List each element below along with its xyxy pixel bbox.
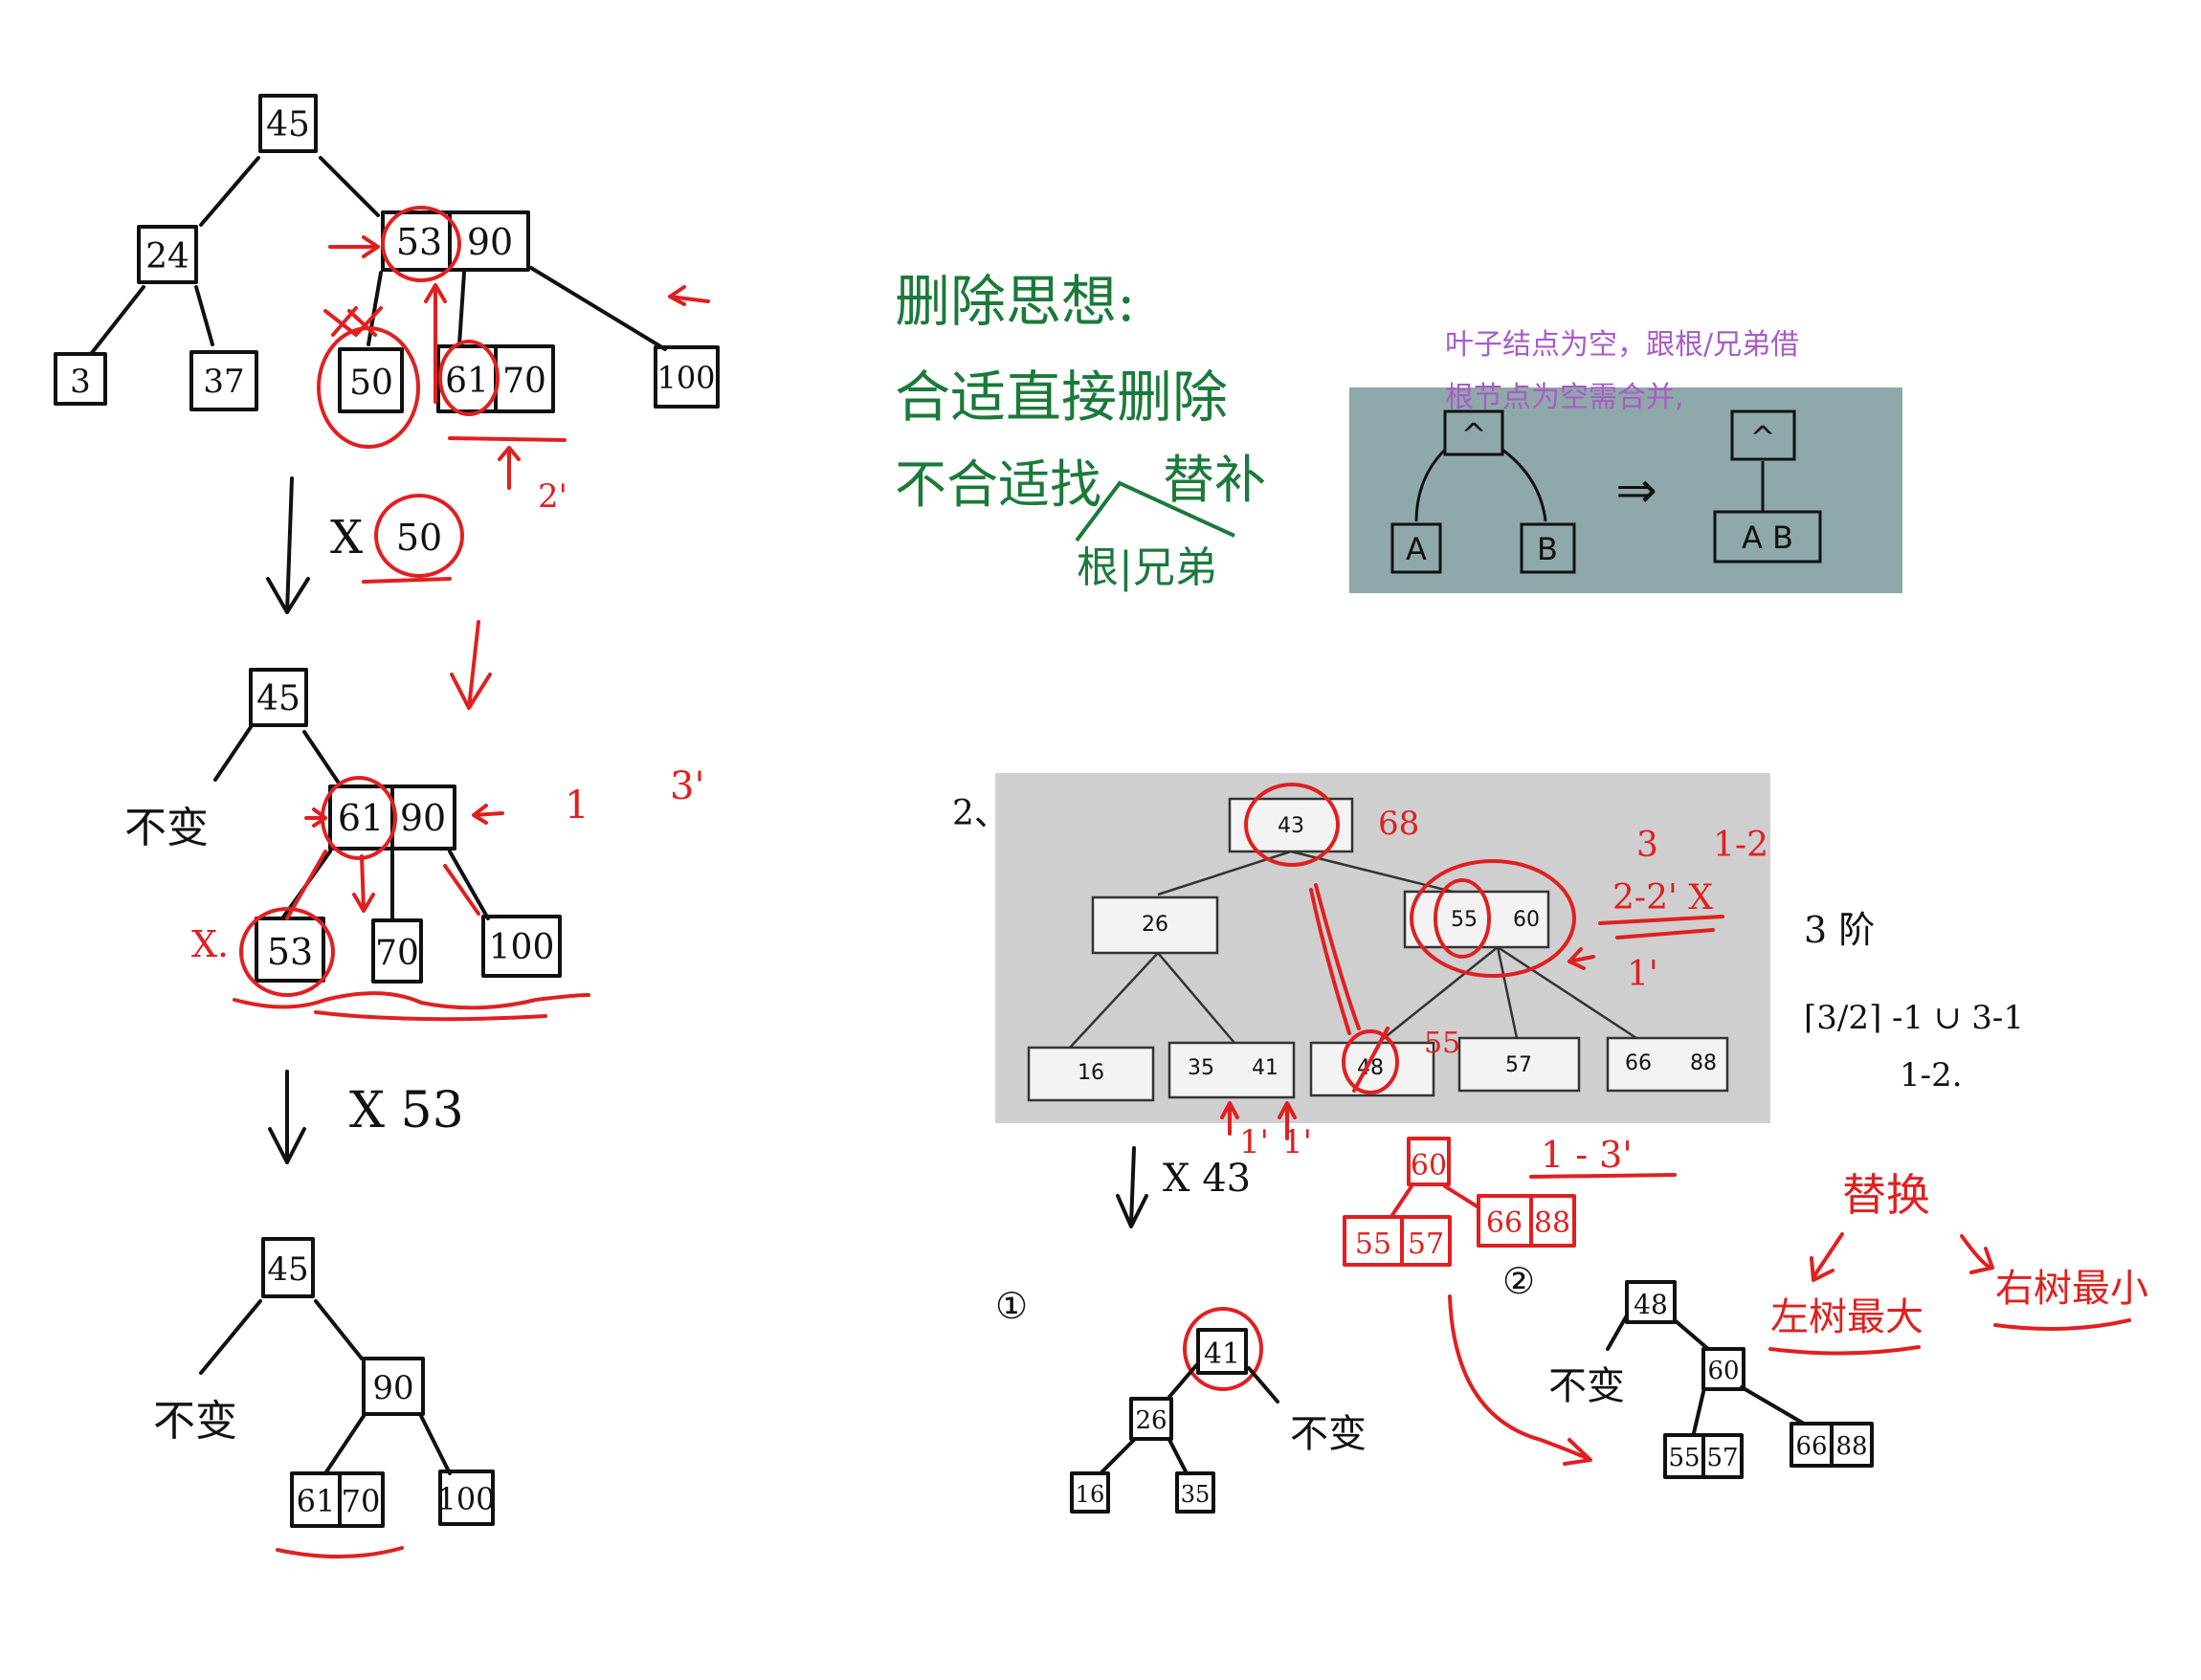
tree-2: 45 不变 61 90 53 70 100 X. 1 3' bbox=[124, 668, 704, 1022]
merge-top-2: ^ bbox=[1750, 419, 1776, 455]
notes-line2: 不合适找 bbox=[895, 454, 1101, 515]
step1-op: X bbox=[330, 511, 363, 564]
bottom-p2: 1' bbox=[1282, 1123, 1312, 1161]
notes-title: 删除思想: bbox=[895, 269, 1136, 334]
t1-ll: 3 bbox=[70, 363, 91, 401]
merge-top-1: ^ bbox=[1461, 416, 1487, 453]
t3-r: 90 bbox=[372, 1369, 413, 1407]
book-r2: 60 bbox=[1513, 908, 1540, 932]
t3-root: 45 bbox=[267, 1250, 308, 1289]
right-min: 右树最小 bbox=[1995, 1267, 2148, 1311]
t1-r1: 53 bbox=[396, 221, 442, 263]
merge-photo: 根节点为空需合并, ^ A B ⇒ ^ A B bbox=[1349, 381, 1902, 593]
book-r1: 55 bbox=[1451, 908, 1478, 932]
case-1: ① bbox=[995, 1285, 1028, 1327]
tree-1: 45 24 53 90 3 37 50 61 70 100 2' bbox=[54, 94, 720, 516]
bottom-op: X 43 bbox=[1163, 1157, 1251, 1201]
t2-a: 53 bbox=[267, 931, 313, 973]
t1-rr: 100 bbox=[656, 360, 715, 396]
merge-ab: A B bbox=[1742, 519, 1793, 556]
t1-note: 2' bbox=[538, 477, 567, 516]
merge-arrow: ⇒ bbox=[1615, 462, 1657, 519]
c2-side: 不变 bbox=[1548, 1364, 1625, 1408]
book-leaf-4: 57 bbox=[1505, 1053, 1532, 1077]
side-note: 3 阶 ⌈3/2⌉ -1 ∪ 3-1 1-2. bbox=[1804, 909, 2024, 1094]
c1-root: 41 bbox=[1204, 1337, 1240, 1371]
book-leaf-5: 66 bbox=[1625, 1051, 1652, 1075]
deletion-notes: 删除思想: 合适直接删除 不合适找 替补 根|兄弟 bbox=[895, 269, 1266, 592]
replace-title: 替换 bbox=[1842, 1169, 1930, 1221]
step-2: X 53 bbox=[268, 1070, 464, 1164]
case-2: ② bbox=[1502, 1260, 1535, 1302]
bottom-section: X 43 1' 1' 60 55 57 66 88 1 - 3' ① ② 41 … bbox=[995, 1123, 2148, 1514]
sub-r: 57 bbox=[1408, 1227, 1444, 1261]
t2-r1: 61 bbox=[338, 797, 384, 839]
book-n12: 1-2 bbox=[1713, 826, 1768, 865]
t3-a2: 70 bbox=[342, 1483, 381, 1519]
c2-a1: 55 bbox=[1668, 1444, 1700, 1472]
book-leaf-0: 16 bbox=[1078, 1061, 1104, 1085]
step-1: X 50 bbox=[266, 476, 492, 710]
c1-side: 不变 bbox=[1290, 1412, 1367, 1456]
t3-a1: 61 bbox=[297, 1483, 336, 1519]
book-n3: 3 bbox=[1636, 826, 1658, 865]
sub-rr2: 88 bbox=[1534, 1206, 1570, 1240]
c1-lr: 35 bbox=[1181, 1481, 1211, 1508]
t2-c: 100 bbox=[489, 928, 555, 967]
t1-r2: 90 bbox=[467, 221, 513, 263]
book-n22: 2-2' X bbox=[1612, 878, 1713, 917]
book-red-root-note: 68 bbox=[1378, 805, 1419, 843]
book-red-48-note: 55 bbox=[1424, 1027, 1460, 1060]
sub-rr1: 66 bbox=[1486, 1206, 1523, 1240]
notes-line3: 根|兄弟 bbox=[1077, 543, 1217, 592]
book-photo: 2、 43 26 55 60 16 35 41 48 57 66 88 68 bbox=[952, 773, 1770, 1140]
t2-n1: 1 bbox=[565, 784, 589, 828]
notes-line1: 合适直接删除 bbox=[895, 365, 1228, 430]
c1-ll: 16 bbox=[1076, 1481, 1105, 1508]
book-left: 26 bbox=[1142, 913, 1168, 937]
t2-n2: 3' bbox=[670, 764, 704, 808]
step1-val: 50 bbox=[396, 517, 442, 559]
side-formula: ⌈3/2⌉ -1 ∪ 3-1 bbox=[1804, 999, 2024, 1037]
side-range: 1-2. bbox=[1900, 1056, 1963, 1094]
purple-note-2: 根节点为空需合并, bbox=[1445, 381, 1684, 414]
t2-r2: 90 bbox=[400, 797, 446, 839]
t2-side: 不变 bbox=[124, 804, 209, 852]
merge-a: A bbox=[1406, 531, 1427, 567]
sub-l: 55 bbox=[1355, 1227, 1391, 1261]
step2-op: X 53 bbox=[349, 1082, 464, 1139]
book-root: 43 bbox=[1278, 814, 1304, 838]
book-n1p: 1' bbox=[1627, 955, 1658, 994]
c2-r: 60 bbox=[1707, 1357, 1739, 1385]
t2-x: X. bbox=[191, 923, 229, 965]
merge-b: B bbox=[1537, 531, 1558, 567]
c2-a2: 57 bbox=[1706, 1444, 1738, 1472]
book-leaf-6: 88 bbox=[1690, 1051, 1717, 1075]
c2-b2: 88 bbox=[1835, 1432, 1867, 1461]
t3-side: 不变 bbox=[153, 1397, 237, 1446]
t1-root: 45 bbox=[266, 105, 310, 144]
t1-left: 24 bbox=[145, 237, 189, 276]
t2-b: 70 bbox=[375, 934, 419, 973]
left-max: 左树最大 bbox=[1770, 1295, 1923, 1339]
t1-m2a: 61 bbox=[445, 362, 489, 401]
t2-root: 45 bbox=[256, 679, 300, 718]
notes-line2b: 替补 bbox=[1163, 450, 1266, 510]
tree-3: 45 不变 90 61 70 100 bbox=[153, 1237, 496, 1558]
sub-note: 1 - 3' bbox=[1541, 1134, 1633, 1176]
bottom-p1: 1' bbox=[1239, 1123, 1269, 1161]
c2-root: 48 bbox=[1634, 1289, 1668, 1320]
t3-b: 100 bbox=[436, 1481, 495, 1517]
sub-top: 60 bbox=[1411, 1149, 1447, 1183]
t1-lr: 37 bbox=[203, 363, 244, 401]
book-leaf-2: 41 bbox=[1252, 1056, 1278, 1080]
c2-b1: 66 bbox=[1795, 1432, 1827, 1461]
t1-m1: 50 bbox=[349, 364, 393, 403]
purple-note-1: 叶子结点为空，跟根/兄弟借 bbox=[1445, 328, 1799, 362]
side-order: 3 阶 bbox=[1804, 909, 1875, 951]
t1-m2b: 70 bbox=[502, 362, 546, 401]
book-leaf-1: 35 bbox=[1188, 1056, 1214, 1080]
c1-l: 26 bbox=[1135, 1406, 1167, 1435]
